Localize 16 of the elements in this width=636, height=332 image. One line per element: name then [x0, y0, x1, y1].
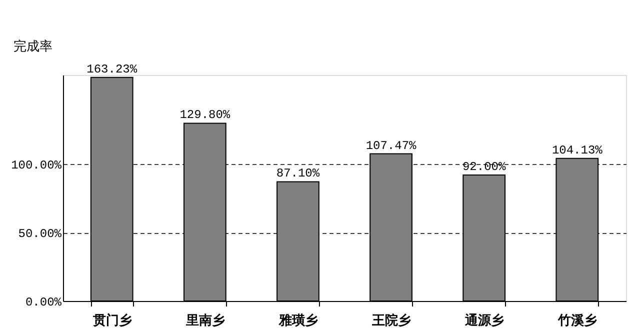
data-label: 104.13% [552, 143, 604, 158]
x-tick-label: 通源乡 [464, 312, 504, 328]
x-tick-label: 雅璜乡 [278, 312, 318, 328]
x-tick-label: 王院乡 [371, 312, 412, 328]
data-label: 87.10% [276, 166, 320, 181]
data-label: 129.80% [180, 108, 231, 122]
y-tick-label: 0.00% [25, 296, 62, 310]
x-tick-label: 竹溪乡 [557, 312, 598, 328]
data-label: 107.47% [366, 138, 418, 153]
y-axis-title: 完成率 [14, 38, 52, 54]
y-tick-label: 100.00% [11, 158, 62, 173]
data-label: 163.23% [86, 62, 138, 76]
data-label: 92.00% [462, 160, 506, 174]
x-tick-label: 里南乡 [184, 312, 225, 328]
y-tick-label: 50.00% [18, 227, 62, 242]
x-tick-label: 贯门乡 [92, 312, 132, 328]
